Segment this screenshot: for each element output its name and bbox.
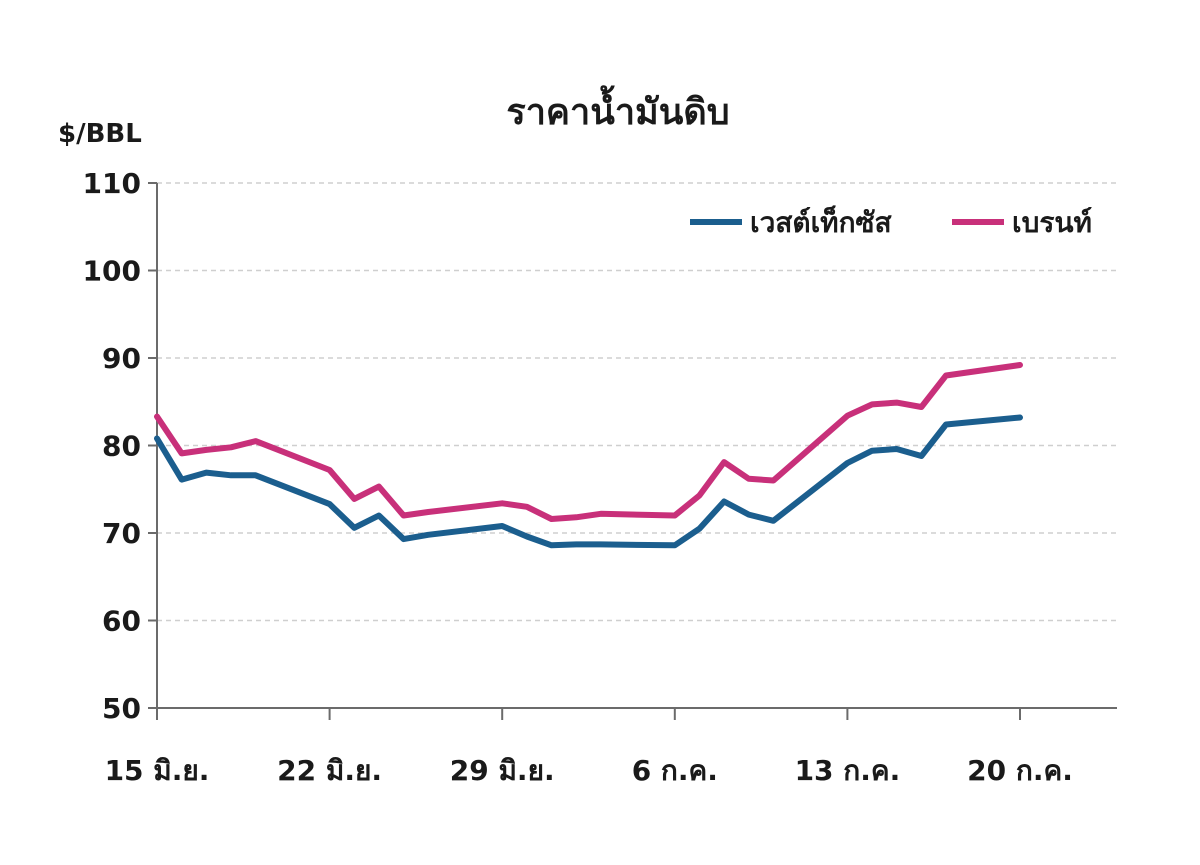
- x-axis: 15 มิ.ย. 22 มิ.ย. 29 มิ.ย. 6 ก.ค. 13 ก.ค. 20 …: [105, 707, 1117, 787]
- x-tick-label: 22 มิ.ย.: [277, 754, 382, 787]
- legend-label: เวสต์เท็กซัส: [750, 205, 893, 239]
- x-tick-label: 29 มิ.ย.: [450, 754, 555, 787]
- x-tick-label: 20 ก.ค.: [967, 754, 1073, 787]
- y-axis: 50 60 70 80 90 100 110: [83, 167, 158, 725]
- x-tick-label: 13 ก.ค.: [795, 754, 901, 787]
- y-tick-label: 100: [83, 255, 141, 288]
- gridlines: [157, 182, 1117, 622]
- series-lines: [154, 362, 1023, 549]
- y-tick-label: 110: [83, 167, 141, 200]
- y-tick-label: 50: [102, 692, 141, 725]
- legend: เวสต์เท็กซัส เบรนท์: [690, 205, 1092, 239]
- y-axis-unit-label: $/BBL: [58, 119, 142, 149]
- series-line-0: [154, 414, 1023, 549]
- y-tick-label: 70: [102, 517, 141, 550]
- legend-label: เบรนท์: [1012, 206, 1092, 239]
- chart-title: ราคาน้ำมันดิบ: [506, 85, 729, 133]
- series-line-1: [154, 362, 1023, 522]
- y-tick-label: 90: [102, 342, 141, 375]
- y-tick-label: 60: [102, 605, 141, 638]
- x-tick-label: 6 ก.ค.: [632, 754, 718, 787]
- y-tick-label: 80: [102, 430, 141, 463]
- x-tick-label: 15 มิ.ย.: [105, 754, 210, 787]
